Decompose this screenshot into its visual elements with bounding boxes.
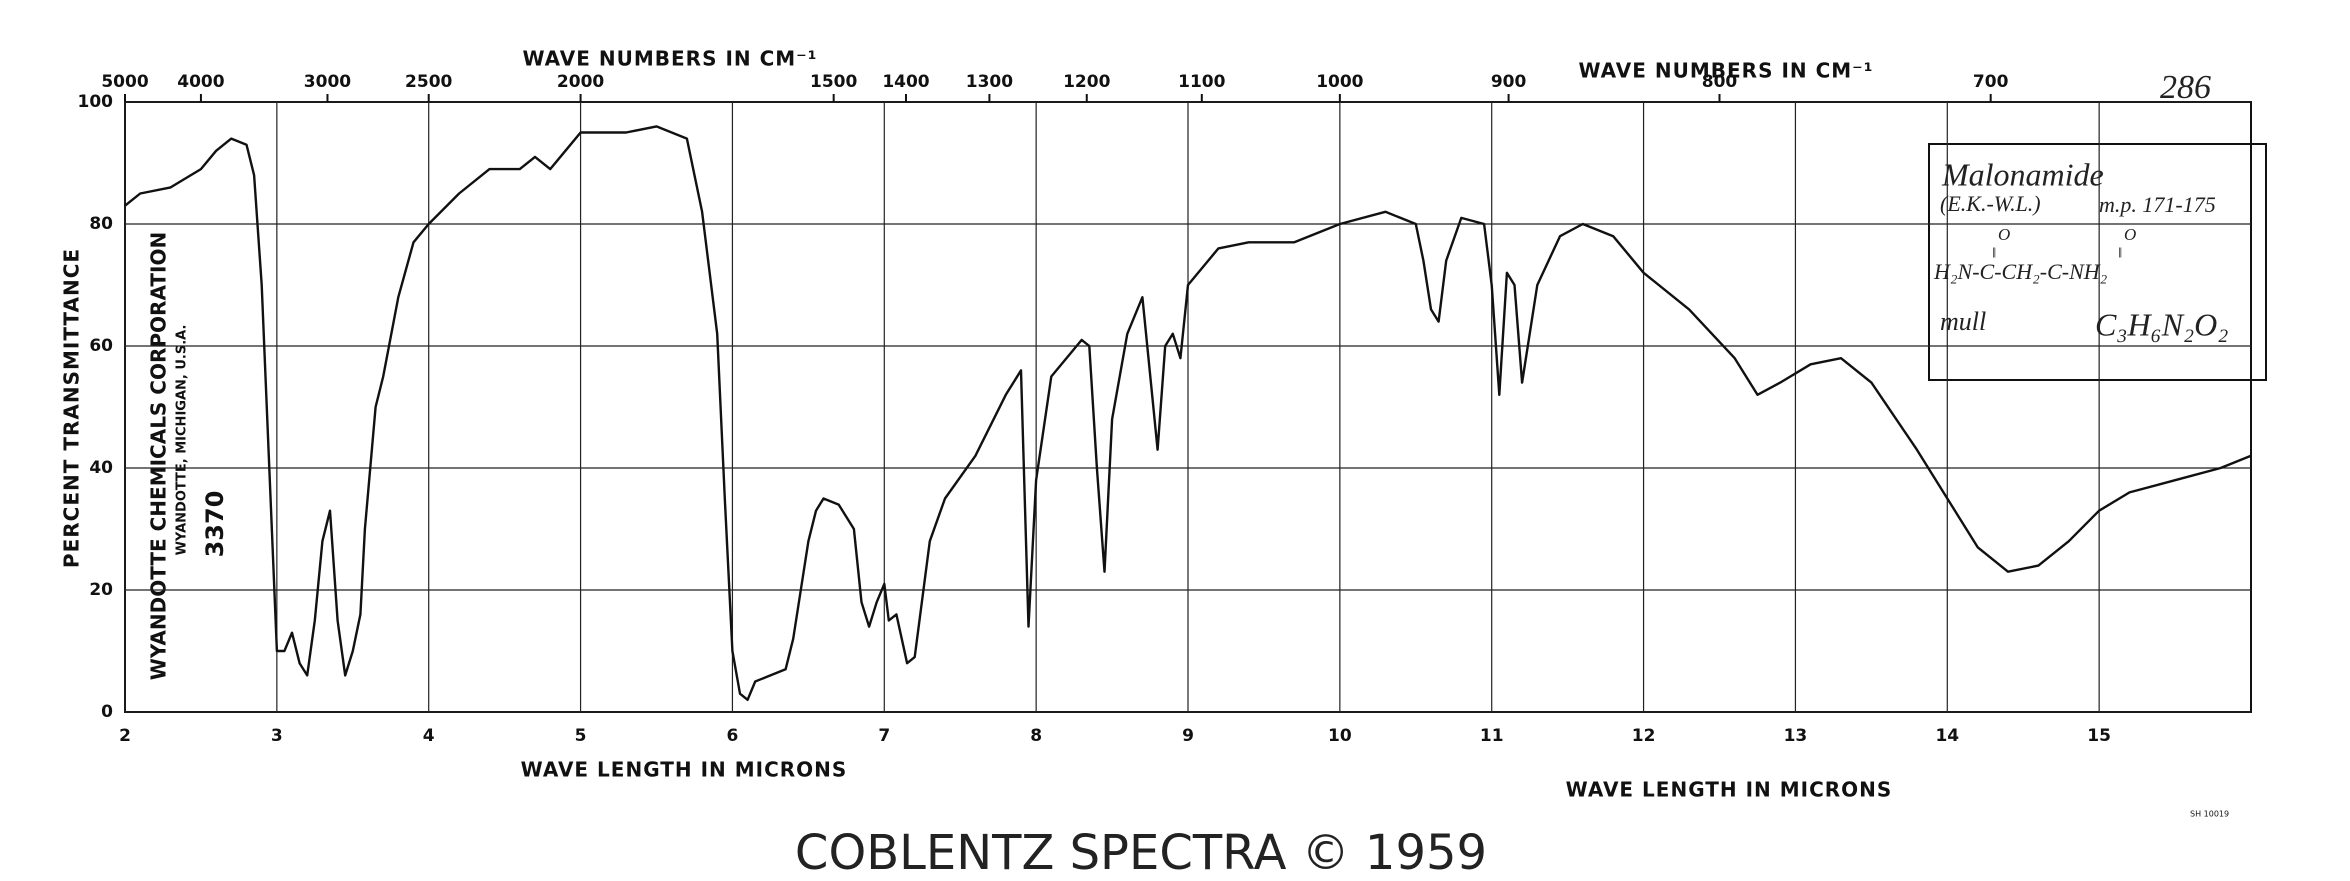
- x-tick-label: 2: [119, 726, 131, 746]
- x2-tick-label: 2500: [405, 72, 452, 92]
- x2-tick-label: 900: [1491, 72, 1527, 92]
- x-tick-label: 8: [1030, 726, 1042, 746]
- x2-tick-label: 1400: [882, 72, 929, 92]
- x2-tick-label: 1100: [1178, 72, 1225, 92]
- x-tick-label: 3: [271, 726, 283, 746]
- x2-tick-label: 5000: [101, 72, 148, 92]
- double-bond: ‖: [1992, 245, 1996, 261]
- company-name: WYANDOTTE CHEMICALS CORPORATION: [147, 232, 171, 680]
- x2-tick-label: 3000: [304, 72, 351, 92]
- bottom-axis-label: WAVE LENGTH IN MICRONS: [521, 758, 848, 782]
- y-tick-label: 40: [89, 458, 113, 478]
- x-tick-label: 14: [1935, 726, 1959, 746]
- x-tick-label: 12: [1632, 726, 1656, 746]
- double-bond: ‖: [2118, 245, 2122, 261]
- bottom-axis-label: WAVE LENGTH IN MICRONS: [1566, 778, 1893, 802]
- source: (E.K.-W.L.): [1940, 191, 2041, 216]
- spectrum-line: [124, 125, 2252, 701]
- x2-tick-label: 1000: [1316, 72, 1363, 92]
- x2-tick-label: 1500: [810, 72, 857, 92]
- x-tick-label: 11: [1480, 726, 1504, 746]
- y-axis-label: PERCENT TRANSMITTANCE: [60, 248, 84, 568]
- x-tick-label: 7: [878, 726, 890, 746]
- x-tick-label: 10: [1328, 726, 1352, 746]
- molecular-formula: C₃H₆N₂O₂: [2095, 306, 2228, 342]
- x-tick-label: 9: [1182, 726, 1194, 746]
- y-tick-label: 100: [78, 92, 114, 112]
- top-axis-label: WAVE NUMBERS IN CM⁻¹: [523, 47, 818, 71]
- formula-oxygen: O: [2124, 225, 2136, 244]
- compound-name: Malonamide: [1941, 156, 2104, 192]
- y-tick-label: 0: [101, 702, 113, 722]
- y-tick-label: 20: [89, 580, 113, 600]
- x2-tick-label: 1300: [966, 72, 1013, 92]
- x2-tick-label: 2000: [557, 72, 604, 92]
- x-tick-label: 13: [1784, 726, 1808, 746]
- x-tick-label: 4: [423, 726, 435, 746]
- formula-oxygen: O: [1998, 225, 2010, 244]
- y-tick-label: 80: [89, 214, 113, 234]
- top-axis-label: WAVE NUMBERS IN CM⁻¹: [1579, 59, 1874, 83]
- code: SH 10019: [2190, 810, 2229, 819]
- company-address: WYANDOTTE, MICHIGAN, U.S.A.: [175, 325, 190, 556]
- annotation-box: [1928, 143, 2267, 381]
- structural-formula: H₂N-C-CH₂-C-NH₂: [1933, 259, 2108, 284]
- x-tick-label: 15: [2087, 726, 2111, 746]
- x2-tick-label: 800: [1702, 72, 1738, 92]
- footer: COBLENTZ SPECTRA © 1959: [795, 825, 1487, 881]
- spectrum-number: 286: [2160, 69, 2211, 106]
- melting-point: m.p. 171-175: [2099, 192, 2216, 217]
- x-tick-label: 6: [727, 726, 739, 746]
- x2-tick-label: 4000: [177, 72, 224, 92]
- y-tick-label: 60: [89, 336, 113, 356]
- x2-tick-label: 700: [1973, 72, 2009, 92]
- x-tick-label: 5: [575, 726, 587, 746]
- company-number: 3370: [201, 491, 229, 558]
- x2-tick-label: 1200: [1063, 72, 1110, 92]
